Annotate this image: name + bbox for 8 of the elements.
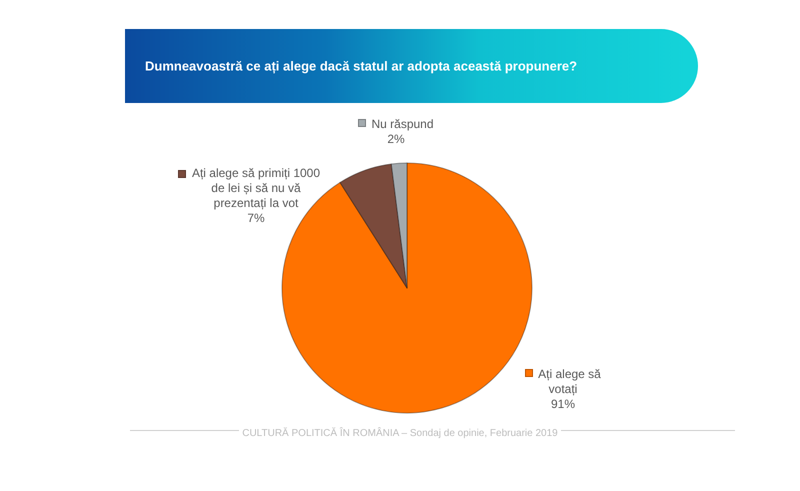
data-label: 91%	[550, 397, 576, 412]
legend-label: Ați alege să primiți 1000 de lei și să nu vă prezentați la vot	[192, 166, 320, 210]
legend-label: Ați alege să votați	[538, 367, 601, 396]
chart-title: Dumneavoastră ce ați alege dacă statul ar adopta această propunere?	[145, 58, 578, 75]
legend-label: Nu răspund	[371, 117, 434, 131]
text: CULTURĂ POLITICĂ ÎN ROMÂNIA – Sondaj de opinie, Februarie 2019	[239, 428, 561, 439]
data-label: 7%	[246, 211, 266, 226]
data-label: 2%	[386, 132, 406, 147]
